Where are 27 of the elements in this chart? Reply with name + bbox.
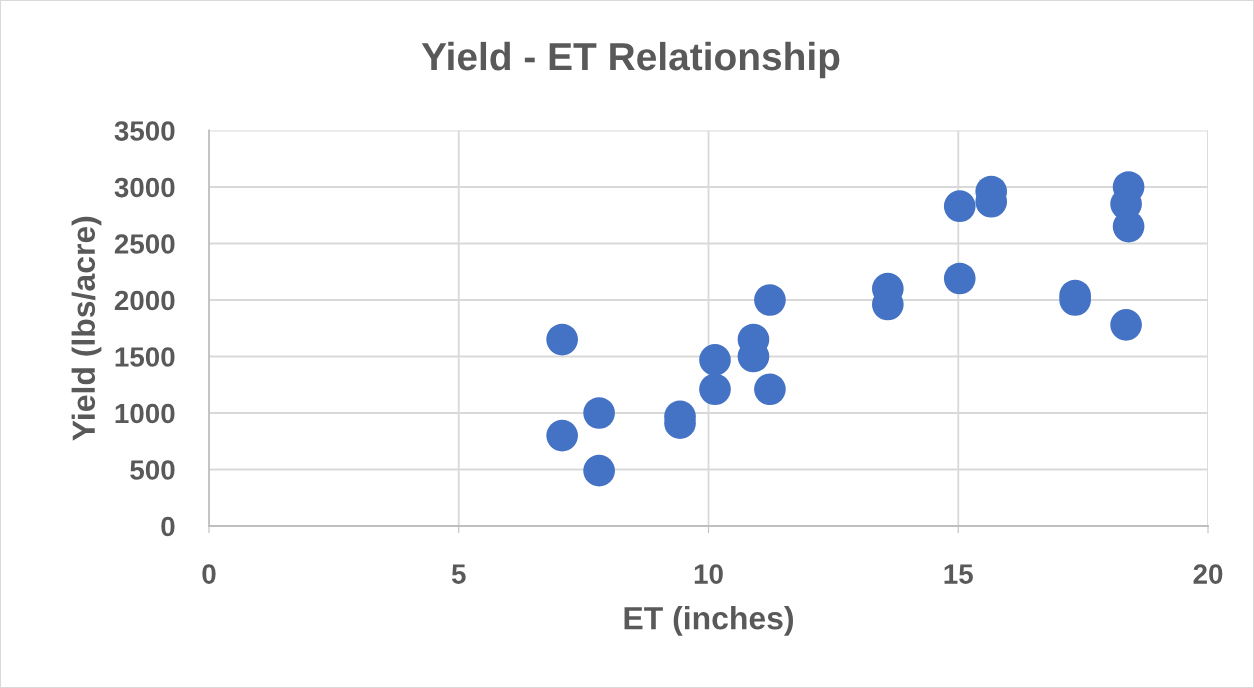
point bbox=[583, 454, 615, 487]
chart-title: Yield - ET Relationship bbox=[421, 41, 840, 79]
point bbox=[754, 373, 786, 406]
y-tick-label: 500 bbox=[130, 460, 175, 480]
point bbox=[943, 262, 976, 295]
point bbox=[699, 373, 731, 406]
point bbox=[546, 419, 578, 452]
y-tick-label: 1500 bbox=[115, 347, 175, 367]
y-tick-label: 2000 bbox=[114, 290, 175, 311]
point bbox=[583, 397, 615, 429]
y-tick-label: 3500 bbox=[114, 121, 175, 141]
point bbox=[943, 190, 976, 223]
x-tick-label: 20 bbox=[1193, 564, 1223, 584]
y-tick-label: 2500 bbox=[114, 234, 175, 254]
y-tick-label: 0 bbox=[161, 516, 175, 537]
point bbox=[1110, 309, 1142, 341]
x-tick-label: 15 bbox=[944, 564, 973, 584]
point bbox=[546, 323, 578, 356]
x-tick-label: 5 bbox=[451, 564, 466, 584]
x-axis-title: ET (inches) bbox=[624, 606, 793, 636]
x-tick-label: 0 bbox=[202, 564, 216, 584]
x-tick-label: 10 bbox=[694, 564, 723, 584]
y-axis-title: Yield (lbs/acre) bbox=[71, 216, 102, 441]
point bbox=[754, 284, 786, 316]
y-tick-label: 1000 bbox=[115, 403, 175, 424]
y-tick-label: 3000 bbox=[114, 177, 175, 198]
point bbox=[699, 344, 731, 376]
